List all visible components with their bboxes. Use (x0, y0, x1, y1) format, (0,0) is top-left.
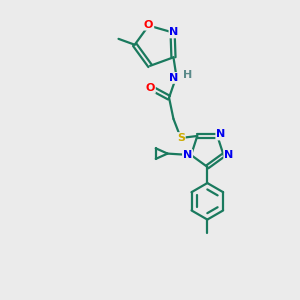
Text: O: O (144, 20, 153, 30)
Text: S: S (177, 133, 185, 143)
Text: N: N (169, 73, 179, 83)
Text: H: H (183, 70, 192, 80)
Text: N: N (169, 27, 179, 38)
Text: N: N (183, 150, 192, 160)
Text: N: N (216, 130, 226, 140)
Text: N: N (224, 150, 233, 160)
Text: O: O (146, 83, 155, 93)
